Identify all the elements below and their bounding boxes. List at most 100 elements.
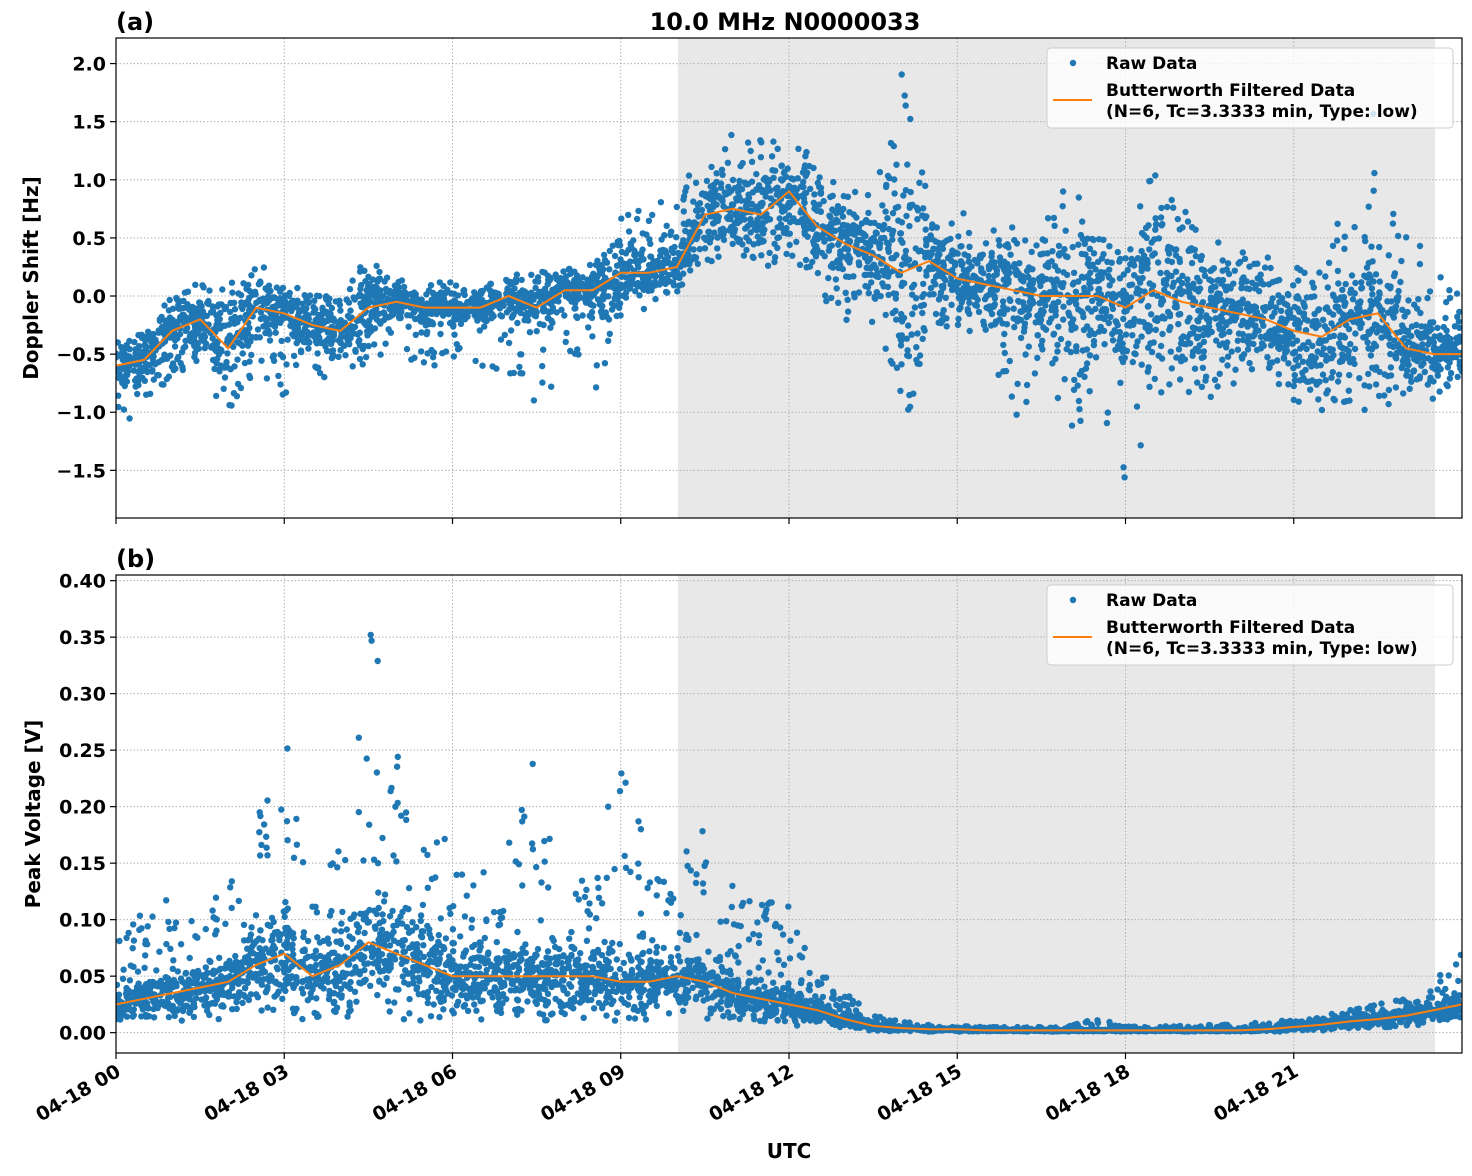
raw-point	[242, 985, 248, 991]
raw-point	[239, 1000, 245, 1006]
raw-point	[921, 327, 927, 333]
raw-point	[450, 322, 456, 328]
raw-point	[947, 236, 953, 242]
raw-point	[210, 914, 216, 920]
raw-point	[837, 251, 843, 257]
raw-point	[547, 277, 553, 283]
raw-point	[1002, 350, 1008, 356]
raw-point	[1195, 288, 1201, 294]
raw-point	[472, 358, 478, 364]
raw-point	[170, 306, 176, 312]
raw-point	[257, 927, 263, 933]
y-tick-label: 0.35	[59, 627, 106, 649]
raw-point	[145, 988, 151, 994]
raw-point	[167, 297, 173, 303]
raw-point	[1368, 244, 1374, 250]
raw-point	[173, 295, 179, 301]
raw-point	[1225, 284, 1231, 290]
raw-point	[1060, 188, 1066, 194]
raw-point	[1070, 244, 1076, 250]
raw-point	[1186, 315, 1192, 321]
raw-point	[130, 921, 136, 927]
raw-point	[439, 350, 445, 356]
raw-point	[1357, 325, 1363, 331]
raw-point	[242, 360, 248, 366]
raw-point	[1157, 270, 1163, 276]
raw-point	[1447, 295, 1453, 301]
raw-point	[941, 307, 947, 313]
raw-point	[1397, 279, 1403, 285]
raw-point	[443, 290, 449, 296]
raw-point	[1073, 343, 1079, 349]
raw-point	[159, 324, 165, 330]
raw-point	[257, 852, 263, 858]
raw-point	[791, 218, 797, 224]
raw-point	[255, 326, 261, 332]
raw-point	[907, 202, 913, 208]
raw-point	[658, 199, 664, 205]
raw-point	[1083, 365, 1089, 371]
raw-point	[1161, 277, 1167, 283]
y-tick-label: 0.30	[59, 684, 106, 706]
raw-point	[899, 318, 905, 324]
raw-point	[1364, 339, 1370, 345]
raw-point	[1425, 381, 1431, 387]
raw-point	[620, 260, 626, 266]
raw-point	[1395, 294, 1401, 300]
raw-point	[256, 281, 262, 287]
raw-point	[1009, 224, 1015, 230]
raw-point	[248, 272, 254, 278]
raw-point	[1339, 358, 1345, 364]
raw-point	[676, 282, 682, 288]
raw-point	[227, 366, 233, 372]
raw-point	[989, 259, 995, 265]
raw-point	[845, 247, 851, 253]
raw-point	[130, 945, 136, 951]
raw-point	[1073, 301, 1079, 307]
raw-point	[881, 283, 887, 289]
raw-point	[431, 362, 437, 368]
raw-point	[1377, 278, 1383, 284]
raw-point	[289, 320, 295, 326]
raw-point	[145, 329, 151, 335]
raw-point	[1347, 341, 1353, 347]
raw-point	[692, 256, 698, 262]
raw-point	[545, 315, 551, 321]
raw-point	[1249, 366, 1255, 372]
raw-point	[863, 240, 869, 246]
raw-point	[355, 339, 361, 345]
raw-point	[333, 298, 339, 304]
raw-point	[718, 185, 724, 191]
raw-point	[898, 230, 904, 236]
raw-point	[264, 297, 270, 303]
raw-point	[1146, 246, 1152, 252]
raw-point	[213, 985, 219, 991]
raw-point	[1077, 418, 1083, 424]
raw-point	[234, 963, 240, 969]
y-tick-label: −1.0	[56, 402, 106, 424]
raw-point	[660, 248, 666, 254]
raw-point	[498, 336, 504, 342]
raw-point	[365, 343, 371, 349]
raw-point	[1158, 205, 1164, 211]
raw-point	[357, 264, 363, 270]
raw-point	[778, 163, 784, 169]
raw-point	[465, 308, 471, 314]
raw-point	[955, 288, 961, 294]
raw-point	[843, 290, 849, 296]
raw-point	[1146, 178, 1152, 184]
raw-point	[1320, 371, 1326, 377]
raw-point	[428, 347, 434, 353]
raw-point	[1390, 220, 1396, 226]
raw-point	[1089, 298, 1095, 304]
raw-point	[1166, 381, 1172, 387]
raw-point	[816, 232, 822, 238]
raw-point	[1404, 309, 1410, 315]
raw-point	[1121, 474, 1127, 480]
raw-point	[172, 343, 178, 349]
raw-point	[759, 227, 765, 233]
y-tick-label: 0.0	[72, 286, 106, 308]
raw-point	[1212, 377, 1218, 383]
raw-point	[686, 172, 692, 178]
